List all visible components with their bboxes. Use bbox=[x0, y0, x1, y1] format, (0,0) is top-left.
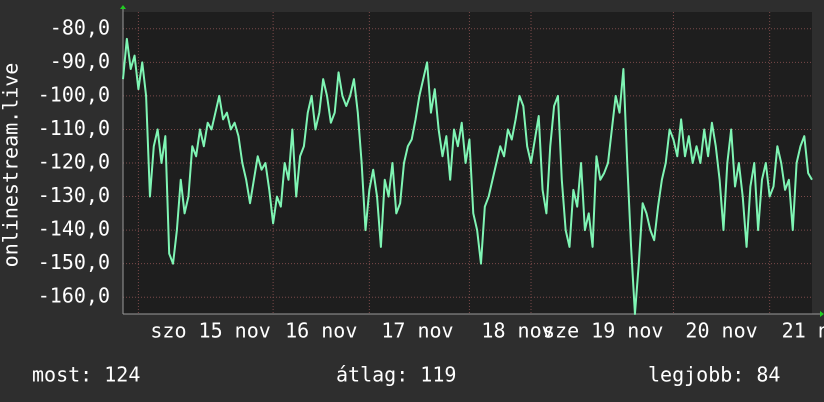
y-tick-label: -140,0 bbox=[38, 217, 110, 241]
y-tick-label: -160,0 bbox=[38, 284, 110, 308]
y-tick-label: -80,0 bbox=[50, 15, 110, 39]
axis-arrow bbox=[120, 5, 126, 9]
x-tick-label: 17 nov bbox=[381, 319, 453, 343]
x-tick-label: sze 19 nov bbox=[543, 319, 663, 343]
y-tick-label: -150,0 bbox=[38, 250, 110, 274]
x-tick-label: 18 nov bbox=[481, 319, 553, 343]
y-axis-label: onlinestream.live bbox=[0, 63, 23, 268]
axis-arrow bbox=[820, 311, 824, 317]
x-tick-label: 16 nov bbox=[285, 319, 357, 343]
y-tick-label: -90,0 bbox=[50, 49, 110, 73]
footer-average: átlag: 119 bbox=[336, 363, 456, 387]
y-tick-label: -110,0 bbox=[38, 116, 110, 140]
footer-current: most: 124 bbox=[32, 363, 140, 387]
y-tick-label: -120,0 bbox=[38, 150, 110, 174]
data-line bbox=[122, 37, 813, 315]
x-tick-label: 21 no bbox=[782, 319, 824, 343]
x-tick-label: szo 15 nov bbox=[150, 319, 270, 343]
y-tick-label: -100,0 bbox=[38, 82, 110, 106]
y-tick-label: -130,0 bbox=[38, 183, 110, 207]
footer-best: legjobb: 84 bbox=[648, 363, 780, 387]
x-tick-label: 20 nov bbox=[685, 319, 757, 343]
